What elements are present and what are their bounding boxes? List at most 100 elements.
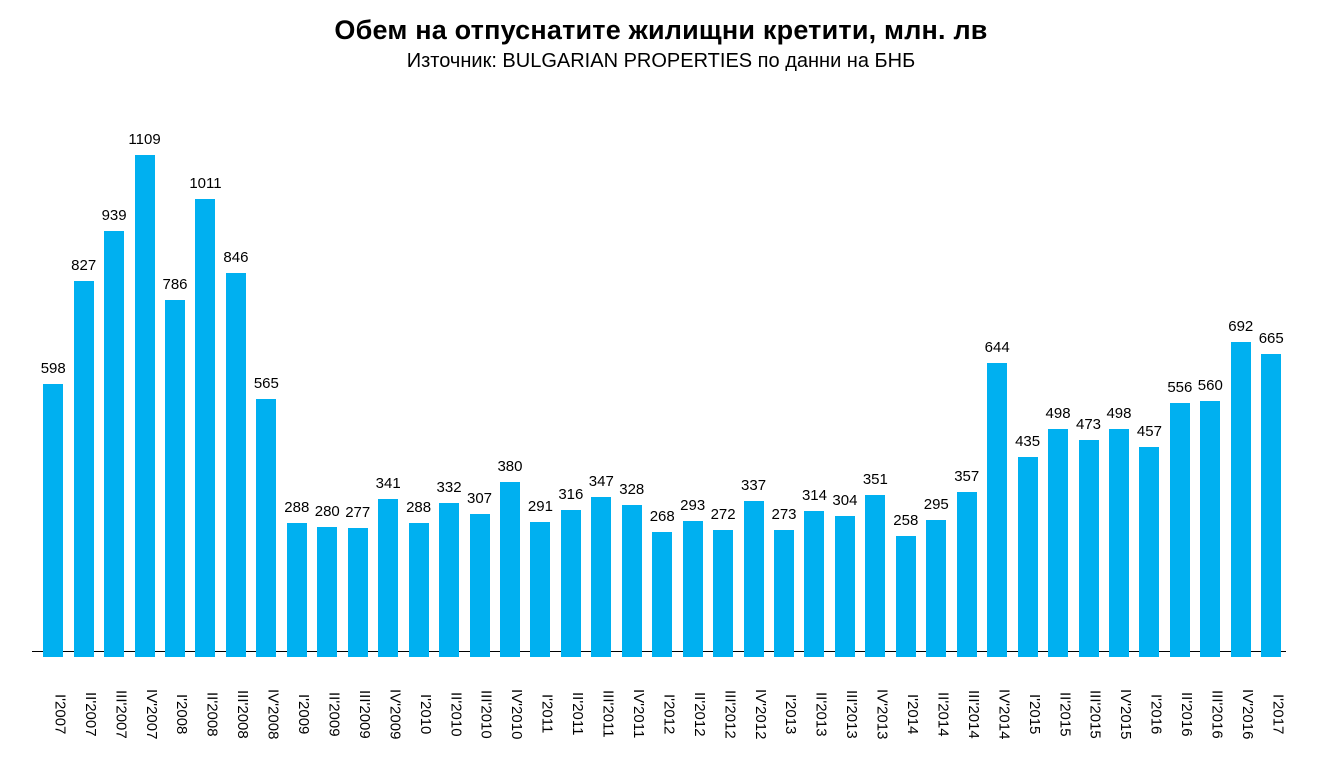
x-axis-label: II'2016 [1178, 691, 1196, 737]
x-axis-label: I'2014 [904, 693, 922, 735]
bar [195, 198, 216, 657]
x-axis-label: IV'2013 [873, 688, 891, 740]
bar-value-label: 473 [1076, 416, 1102, 434]
bar-column: 288 [403, 112, 433, 657]
x-axis-label: IV'2007 [142, 688, 160, 740]
bar-value-label: 293 [680, 496, 706, 514]
bar [804, 511, 825, 657]
bar [1078, 440, 1099, 657]
bar-column: 295 [921, 112, 951, 657]
bar-value-label: 273 [771, 505, 797, 523]
x-axis-label: III'2010 [477, 689, 495, 739]
x-axis-label: IV'2014 [995, 688, 1013, 740]
bar-value-label: 316 [558, 486, 584, 504]
bar-column: 314 [799, 112, 829, 657]
bar-column: 565 [251, 112, 281, 657]
bar-column: 457 [1134, 112, 1164, 657]
bar [134, 155, 155, 657]
bar-column: 1011 [189, 112, 222, 657]
bar-value-label: 786 [162, 275, 188, 293]
bar [956, 492, 977, 657]
x-axis-label: II'2012 [690, 691, 708, 737]
bar-value-label: 347 [588, 472, 614, 490]
x-axis-label: I'2009 [295, 693, 313, 735]
x-axis-label: II'2007 [81, 691, 99, 737]
bar-column: 846 [221, 112, 251, 657]
bar-value-label: 498 [1045, 404, 1071, 422]
bar-value-label: 314 [801, 487, 827, 505]
bar-column: 357 [952, 112, 982, 657]
x-axis-label: III'2015 [1086, 689, 1104, 739]
bar [499, 481, 520, 657]
bar-value-label: 307 [467, 490, 493, 508]
bar [926, 519, 947, 657]
bar [408, 522, 429, 657]
bar-value-label: 341 [375, 475, 401, 493]
bar-value-label: 280 [314, 502, 340, 520]
bar-column: 1109 [128, 112, 161, 657]
bar-column: 435 [1012, 112, 1042, 657]
bar-value-label: 288 [406, 498, 432, 516]
bar-value-label: 272 [710, 506, 736, 524]
bar [1108, 428, 1129, 657]
bar-value-label: 357 [954, 468, 980, 486]
bar-value-label: 288 [284, 498, 310, 516]
bar [1169, 402, 1190, 657]
bar-value-label: 1109 [128, 131, 161, 148]
bar [560, 510, 581, 657]
bar-column: 598 [38, 112, 68, 657]
bar-column: 277 [343, 112, 373, 657]
bar [713, 530, 734, 657]
x-axis-label: II'2014 [934, 691, 952, 737]
bar-value-label: 277 [345, 503, 371, 521]
bar [1139, 447, 1160, 657]
x-axis-label: III'2012 [721, 689, 739, 739]
bar-value-label: 328 [619, 481, 645, 499]
bar-value-label: 665 [1258, 329, 1284, 347]
bar-column: 347 [586, 112, 616, 657]
bar-value-label: 351 [862, 470, 888, 488]
bar-value-label: 846 [223, 248, 249, 266]
bar-value-label: 939 [101, 207, 127, 225]
x-axis-label: I'2013 [782, 693, 800, 735]
bar-value-label: 380 [497, 457, 523, 475]
bar [378, 499, 399, 657]
bar-column: 827 [68, 112, 98, 657]
x-axis-label: IV'2012 [751, 688, 769, 740]
plot-area: 598 827 939 1109 786 1011 846 565 288 280 277 341 28… [32, 112, 1287, 657]
x-axis-label: IV'2015 [1117, 688, 1135, 740]
bar-value-label: 565 [253, 374, 279, 392]
bar-value-label: 598 [40, 360, 66, 378]
bar-column: 268 [647, 112, 677, 657]
bar [43, 384, 64, 657]
bar-column: 560 [1195, 112, 1225, 657]
x-axis-label: I'2017 [1269, 693, 1287, 735]
chart-header: Обем на отпуснатите жилищни кретити, млн… [0, 14, 1322, 75]
bar-column: 258 [891, 112, 921, 657]
bar [895, 536, 916, 657]
x-axis-label: I'2010 [416, 693, 434, 735]
bar [225, 272, 246, 657]
x-axis-label: II'2011 [569, 692, 587, 736]
bar-value-label: 304 [832, 491, 858, 509]
x-axis: I'2007 II'2007 III'2007 IV'2007 I'2008 II'200… [38, 660, 1287, 768]
bar [1261, 353, 1282, 657]
bar-value-label: 291 [527, 497, 553, 515]
chart-title: Обем на отпуснатите жилищни кретити, млн… [334, 15, 988, 45]
bar [591, 496, 612, 657]
x-axis-label: I'2012 [660, 693, 678, 735]
bar-column: 328 [617, 112, 647, 657]
bar-column: 939 [99, 112, 129, 657]
bar-column: 307 [464, 112, 494, 657]
bar [774, 529, 795, 657]
bar-column: 786 [160, 112, 190, 657]
bar-column: 341 [373, 112, 403, 657]
bar-column: 272 [708, 112, 738, 657]
bar [286, 522, 307, 657]
x-axis-label: IV'2010 [508, 688, 526, 740]
x-axis-label: III'2013 [843, 689, 861, 739]
bar-column: 498 [1104, 112, 1134, 657]
bar-value-label: 295 [923, 495, 949, 513]
bar-value-label: 332 [436, 479, 462, 497]
bar [1048, 428, 1069, 657]
